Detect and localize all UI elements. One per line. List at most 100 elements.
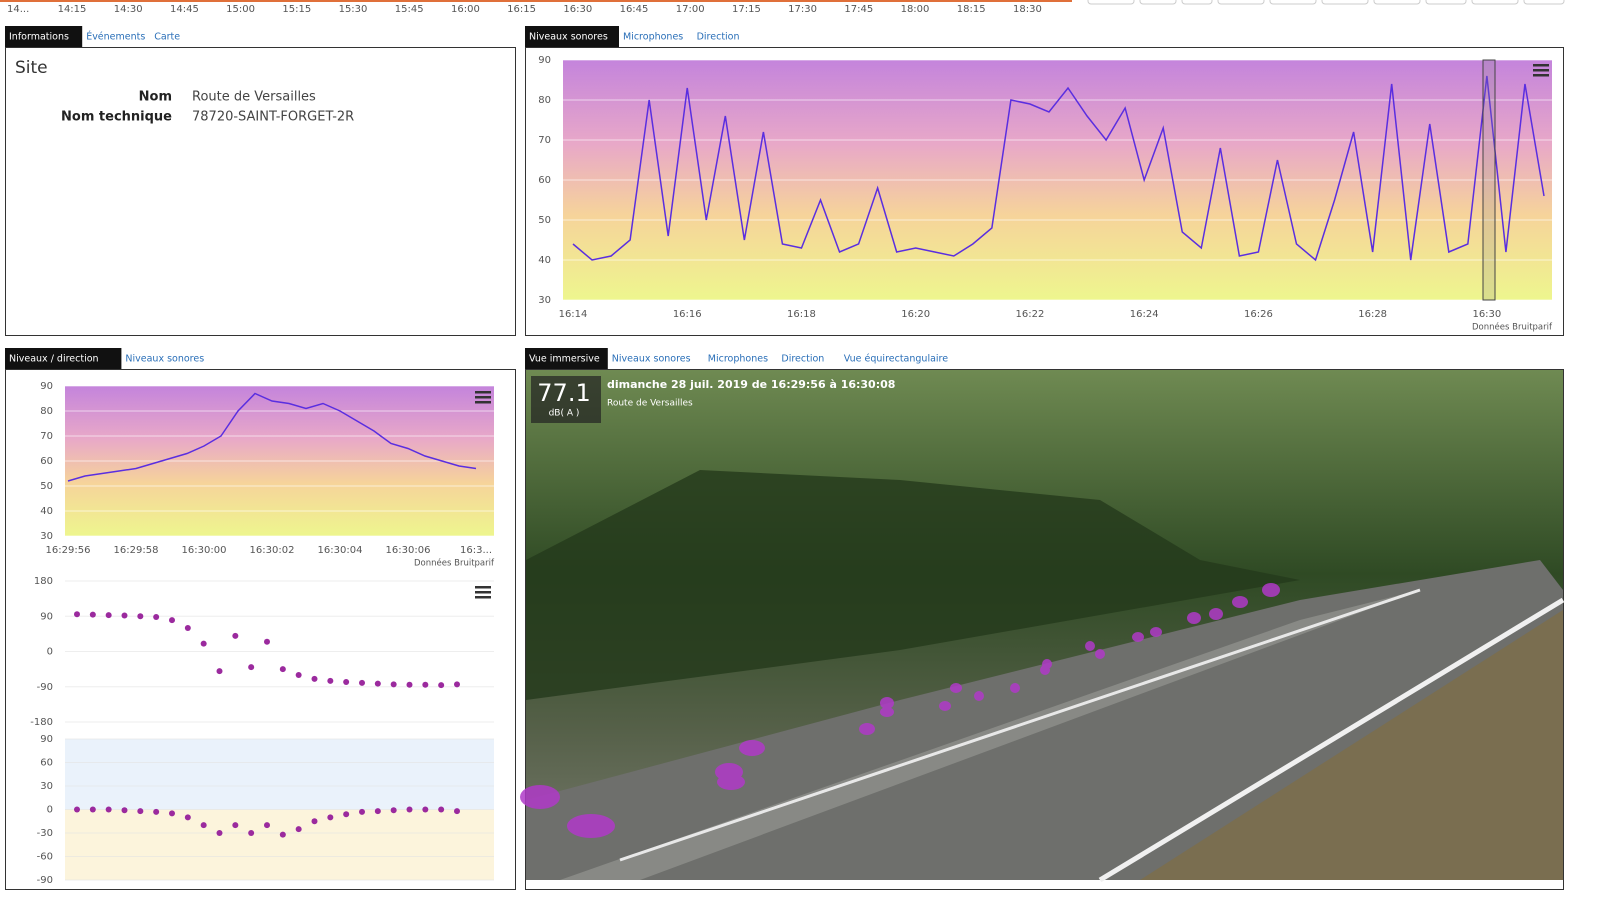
scatter-point [438, 806, 445, 813]
y-tick-label: 30 [538, 295, 551, 306]
scatter-point [184, 625, 191, 631]
tab[interactable]: Événements [86, 31, 145, 43]
time-cursor [1482, 59, 1496, 301]
line-series [572, 75, 1545, 262]
tab[interactable]: Microphones [623, 32, 683, 43]
y-tick-label: -180 [30, 717, 53, 728]
timeline-label[interactable]: 17:00 [676, 4, 705, 15]
x-tick-label: 16:29:58 [114, 545, 159, 556]
x-tick-label: 16:20 [901, 309, 930, 320]
tab-active[interactable] [525, 348, 608, 369]
x-tick-label: 16:30:00 [182, 545, 227, 556]
timeline-label[interactable]: 15:00 [226, 4, 255, 15]
y-tick-label: 50 [40, 481, 53, 492]
x-tick-label: 16:24 [1130, 309, 1159, 320]
timeline-label[interactable]: 18:15 [957, 4, 986, 15]
tab[interactable]: Vue immersive [529, 354, 600, 365]
timeline-label[interactable]: 14:15 [58, 4, 87, 15]
tab[interactable]: Microphones [708, 354, 768, 365]
timeline-label[interactable]: 16:45 [620, 4, 649, 15]
tab[interactable]: Niveaux sonores [612, 354, 691, 365]
scatter-point [232, 822, 239, 829]
y-tick-label: 30 [40, 531, 53, 542]
tab[interactable]: Direction [781, 354, 824, 365]
timeline-label[interactable]: 14... [7, 4, 29, 15]
x-tick-label: 16:28 [1358, 309, 1387, 320]
timeline-label[interactable]: 17:30 [788, 4, 817, 15]
timeline-label[interactable]: 18:00 [901, 4, 930, 15]
chart-menu[interactable] [475, 391, 491, 394]
immersive-photo[interactable] [520, 370, 1565, 883]
tab[interactable]: Informations [9, 32, 69, 43]
scatter-point [264, 822, 270, 829]
x-tick-label: 16:3... [460, 545, 492, 556]
timeline-bar [0, 0, 1072, 2]
y-tick-label: 0 [47, 647, 53, 658]
timeline-label[interactable]: 14:45 [170, 4, 199, 15]
scatter-point [279, 666, 286, 673]
scatter-point [153, 808, 160, 815]
scatter-point [438, 682, 445, 689]
timeline-label[interactable]: 16:15 [507, 4, 536, 15]
chart-menu[interactable] [475, 396, 491, 399]
plot-background [65, 739, 494, 810]
y-tick-label: 0 [47, 805, 53, 816]
chart-menu[interactable] [475, 596, 491, 599]
timeline-label[interactable]: 15:15 [282, 4, 311, 15]
x-tick-label: 16:18 [787, 309, 816, 320]
scatter-point [248, 664, 255, 671]
tab-active[interactable] [5, 348, 122, 369]
scatter-point [121, 807, 128, 814]
timeline-label[interactable]: 15:45 [395, 4, 424, 15]
chart-menu[interactable] [475, 591, 491, 594]
tab-active[interactable] [5, 26, 83, 47]
timeline-label[interactable]: 14:30 [114, 4, 143, 15]
timeline-label[interactable]: 17:45 [844, 4, 873, 15]
tab[interactable]: Niveaux sonores [125, 354, 204, 365]
field-label: Nom technique [61, 110, 172, 125]
timeline-label[interactable]: 16:30 [563, 4, 592, 15]
x-tick-label: 16:16 [673, 309, 702, 320]
scatter-point [327, 814, 334, 821]
tab[interactable]: Vue équirectangulaire [844, 354, 948, 365]
scatter-point [390, 807, 397, 814]
timeline-label[interactable]: 15:30 [339, 4, 368, 15]
timeline-label[interactable]: 18:30 [1013, 4, 1042, 15]
y-tick-label: 30 [40, 781, 53, 792]
x-tick-label: 16:22 [1016, 309, 1045, 320]
scatter-point [343, 679, 350, 686]
y-tick-label: 70 [40, 431, 53, 442]
scatter-point [359, 808, 365, 815]
tab[interactable]: Carte [154, 32, 180, 43]
chart-menu[interactable] [1533, 69, 1549, 72]
timeline-buttons[interactable] [1087, 0, 1565, 5]
x-tick-label: 16:14 [559, 309, 588, 320]
chart-menu[interactable] [1533, 74, 1549, 77]
y-tick-label: 90 [40, 611, 53, 622]
y-tick-label: 80 [40, 406, 53, 417]
scatter-point [311, 818, 318, 825]
timeline-label[interactable]: 16:00 [451, 4, 480, 15]
scatter-point [422, 681, 429, 688]
scatter-point [137, 613, 144, 620]
field-label: Nom [139, 90, 172, 105]
y-tick-label: 40 [40, 506, 53, 517]
scatter-point [264, 638, 270, 645]
timeline-label[interactable]: 17:15 [732, 4, 761, 15]
scatter-point [406, 806, 413, 813]
scatter-point [74, 806, 80, 813]
chart-menu[interactable] [1533, 64, 1549, 67]
scatter-point [295, 826, 302, 833]
y-tick-label: -90 [37, 875, 53, 886]
tab[interactable]: Niveaux sonores [529, 32, 608, 43]
scatter-point [295, 672, 302, 678]
scatter-point [406, 681, 413, 688]
tab[interactable]: Niveaux / direction [9, 354, 99, 365]
chart-menu[interactable] [475, 401, 491, 404]
tab[interactable]: Direction [697, 32, 740, 43]
scatter-point [169, 617, 175, 624]
tab-active[interactable] [525, 26, 619, 47]
chart-menu[interactable] [475, 586, 491, 589]
scatter-point [169, 810, 175, 817]
